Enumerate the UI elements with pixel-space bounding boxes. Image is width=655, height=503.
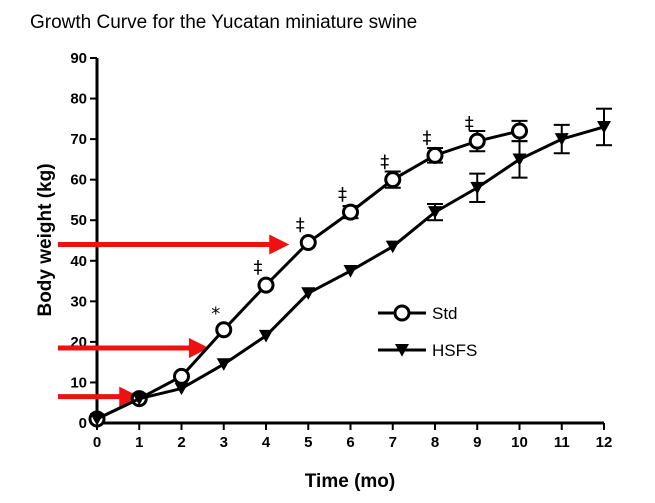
red-arrow-head bbox=[119, 386, 140, 407]
data-point-std bbox=[215, 321, 233, 339]
y-axis-label: Body weight (kg) bbox=[35, 163, 56, 316]
series-hsfs bbox=[90, 107, 612, 426]
y-tick-label: 30 bbox=[70, 293, 87, 310]
series-std bbox=[88, 119, 528, 428]
y-tick-label: 60 bbox=[70, 172, 87, 189]
data-point-hsfs bbox=[301, 287, 316, 300]
x-tick-label: 12 bbox=[596, 434, 613, 451]
data-point-hsfs bbox=[174, 382, 189, 396]
legend-label-hsfs: HSFS bbox=[432, 341, 477, 360]
data-point-std bbox=[342, 203, 359, 221]
data-point-hsfs bbox=[428, 206, 442, 219]
red-arrow-head bbox=[188, 337, 209, 358]
x-tick-label: 0 bbox=[93, 434, 101, 451]
significance-mark: ‡ bbox=[423, 127, 432, 148]
y-tick-label: 10 bbox=[70, 374, 87, 391]
series-layer bbox=[88, 107, 612, 428]
data-point-hsfs bbox=[216, 358, 231, 371]
data-point-hsfs bbox=[597, 120, 611, 134]
chart-title: Growth Curve for the Yucatan miniature s… bbox=[30, 12, 417, 33]
x-tick-label: 2 bbox=[177, 434, 185, 451]
y-tick-label: 0 bbox=[79, 415, 87, 432]
data-point-hsfs bbox=[470, 181, 485, 195]
x-axis-label: Time (mo) bbox=[305, 471, 395, 492]
arrows bbox=[58, 234, 290, 407]
x-tick-label: 11 bbox=[554, 434, 570, 451]
y-tick-label: 50 bbox=[70, 212, 87, 229]
significance-mark: ‡ bbox=[338, 184, 347, 205]
x-tick-label: 1 bbox=[135, 434, 143, 451]
legend-label-std: Std bbox=[432, 304, 458, 323]
data-point-hsfs bbox=[259, 329, 273, 343]
data-point-std bbox=[257, 276, 275, 294]
data-point-std bbox=[468, 132, 486, 150]
data-point-hsfs bbox=[90, 412, 104, 426]
legend-marker-std bbox=[393, 304, 411, 322]
data-point-hsfs bbox=[385, 240, 400, 254]
significance-mark: * bbox=[211, 304, 220, 325]
x-tick-label: 3 bbox=[220, 434, 228, 451]
x-tick-label: 9 bbox=[473, 434, 481, 451]
data-point-std bbox=[384, 171, 402, 189]
legend-marker-hsfs bbox=[395, 344, 409, 357]
y-tick-label: 90 bbox=[70, 50, 87, 67]
x-tick-label: 8 bbox=[431, 434, 439, 451]
x-tick-label: 4 bbox=[262, 434, 271, 451]
data-point-std bbox=[511, 122, 528, 140]
data-point-hsfs bbox=[343, 264, 358, 278]
data-point-std bbox=[173, 367, 190, 385]
significance-mark: ‡ bbox=[254, 257, 263, 278]
y-tick-label: 70 bbox=[70, 131, 87, 148]
x-tick-label: 10 bbox=[511, 434, 528, 451]
annotations: * ‡ ‡ ‡ ‡ ‡ ‡ bbox=[211, 113, 474, 325]
data-point-hsfs bbox=[512, 153, 527, 167]
significance-mark: ‡ bbox=[465, 113, 474, 134]
significance-mark: ‡ bbox=[296, 215, 305, 236]
data-point-hsfs bbox=[132, 392, 147, 406]
legend: Std HSFS bbox=[378, 304, 477, 360]
y-tick-label: 80 bbox=[70, 91, 87, 108]
series-line bbox=[96, 129, 520, 421]
data-point-std bbox=[299, 234, 317, 252]
red-arrow-head bbox=[269, 234, 290, 255]
x-tick-label: 5 bbox=[304, 434, 312, 451]
x-tick-label: 7 bbox=[389, 434, 397, 451]
data-point-std bbox=[426, 146, 444, 164]
x-tick-label: 6 bbox=[346, 434, 354, 451]
y-tick-label: 40 bbox=[70, 253, 87, 270]
data-point-hsfs bbox=[554, 133, 569, 146]
significance-mark: ‡ bbox=[380, 152, 389, 173]
